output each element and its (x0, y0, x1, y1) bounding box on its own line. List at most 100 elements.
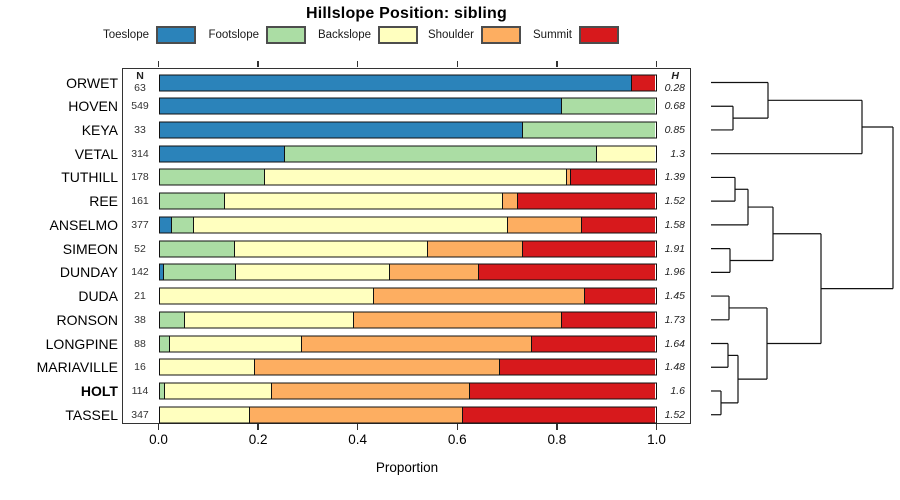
n-value: 88 (134, 337, 146, 350)
stacked-bar-ree (158, 192, 657, 210)
stacked-bar-ronson (158, 311, 657, 329)
bar-segment-summit (516, 193, 656, 209)
bar-segment-footslope (521, 122, 656, 138)
row-label-hoven: HOVEN (68, 98, 118, 115)
n-value: 178 (131, 171, 149, 184)
h-value: 1.52 (664, 408, 685, 421)
legend-item-toeslope: Toeslope (46, 25, 196, 44)
n-value: 314 (131, 147, 149, 160)
chart-title: Hillslope Position: sibling (306, 5, 507, 22)
stacked-bar-duda (158, 287, 657, 305)
x-axis-tick-bottom (257, 424, 259, 430)
bar-segment-toeslope (159, 146, 284, 162)
bar-segment-backslope (263, 169, 567, 185)
bar-segment-backslope (159, 288, 373, 304)
bar-segment-backslope (223, 193, 502, 209)
row-label-holt: HOLT (80, 382, 118, 399)
row-label-tuthill: TUTHILL (61, 169, 118, 186)
bar-segment-backslope (159, 407, 249, 423)
h-value: 1.45 (664, 290, 685, 303)
x-axis-tick-top (357, 61, 359, 67)
x-axis-tick-label: 0.8 (547, 432, 567, 447)
legend-label-summit: Summit (533, 28, 572, 41)
row-label-ronson: RONSON (56, 311, 118, 328)
stacked-bar-dunday (158, 263, 657, 281)
legend-item-footslope: Footslope (156, 25, 306, 44)
bar-segment-toeslope (159, 264, 163, 280)
h-value: 0.68 (664, 100, 685, 113)
bar-segment-footslope (159, 336, 170, 352)
h-value: 1.96 (664, 266, 685, 279)
x-axis-tick-bottom (655, 424, 658, 430)
bar-segment-footslope (159, 169, 264, 185)
legend-label-shoulder: Shoulder (427, 28, 474, 41)
bar-segment-backslope (163, 383, 272, 399)
row-label-dunday: DUNDAY (59, 264, 118, 281)
n-value: 377 (131, 218, 149, 231)
bar-segment-backslope (159, 359, 254, 375)
bar-segment-shoulder (427, 241, 522, 257)
bar-segment-backslope (193, 217, 507, 233)
x-axis-tick-top (257, 61, 259, 67)
legend-swatch-summit (579, 25, 619, 44)
bar-segment-summit (499, 359, 656, 375)
bar-segment-backslope (169, 336, 301, 352)
h-value: 1.3 (670, 147, 685, 160)
x-axis-tick-bottom (357, 424, 359, 430)
bar-segment-backslope (184, 312, 353, 328)
h-value: 1.91 (664, 242, 685, 255)
bar-segment-footslope (159, 383, 164, 399)
n-value: 16 (134, 361, 146, 374)
x-axis-tick-top (456, 61, 458, 67)
bar-segment-shoulder (388, 264, 478, 280)
x-axis-tick-label: 1.0 (647, 432, 666, 447)
bar-segment-footslope (170, 217, 194, 233)
x-axis-tick-bottom (556, 424, 558, 430)
row-label-anselmo: ANSELMO (49, 216, 118, 233)
bar-segment-summit (583, 288, 656, 304)
legend-item-backslope: Backslope (268, 25, 418, 44)
stacked-bar-vetal (158, 145, 657, 163)
stacked-bar-longpine (158, 335, 657, 353)
h-value: 0.85 (664, 123, 685, 136)
row-label-longpine: LONGPINE (45, 335, 118, 352)
bar-segment-shoulder (352, 312, 562, 328)
row-label-tassel: TASSEL (65, 406, 118, 423)
bar-segment-summit (561, 312, 656, 328)
bar-segment-backslope (233, 241, 428, 257)
h-value: 1.64 (664, 337, 685, 350)
legend-label-backslope: Backslope (317, 28, 371, 41)
bar-segment-shoulder (372, 288, 584, 304)
bar-segment-shoulder (271, 383, 470, 399)
legend-swatch-footslope (266, 25, 306, 44)
n-value: 114 (131, 384, 149, 397)
n-value: 549 (131, 100, 149, 113)
stacked-bar-orwet (158, 74, 657, 91)
bar-segment-footslope (283, 146, 596, 162)
bar-segment-shoulder (566, 169, 570, 185)
legend-item-summit: Summit (469, 25, 619, 44)
n-value: 33 (134, 123, 146, 136)
bar-segment-shoulder (248, 407, 463, 423)
h-value: 1.48 (664, 361, 685, 374)
bar-segment-backslope (595, 146, 656, 162)
x-axis-tick-bottom (157, 424, 160, 430)
bar-segment-footslope (561, 98, 656, 114)
stacked-bar-simeon (158, 240, 657, 258)
n-value: 63 (134, 82, 146, 94)
legend-swatch-toeslope (156, 25, 196, 44)
x-axis-title: Proportion (375, 460, 439, 475)
bar-segment-shoulder (253, 359, 500, 375)
h-value: 1.52 (664, 195, 685, 208)
legend-swatch-backslope (378, 25, 418, 44)
bar-segment-summit (630, 75, 656, 90)
x-axis-tick-label: 0.0 (149, 432, 168, 447)
x-axis-tick-label: 0.2 (248, 432, 268, 447)
x-axis-tick-top (655, 61, 658, 67)
bar-segment-shoulder (300, 336, 532, 352)
bar-segment-summit (462, 407, 656, 423)
plot-box (122, 68, 691, 424)
row-label-duda: DUDA (78, 288, 118, 305)
h-value: 1.6 (670, 384, 685, 397)
